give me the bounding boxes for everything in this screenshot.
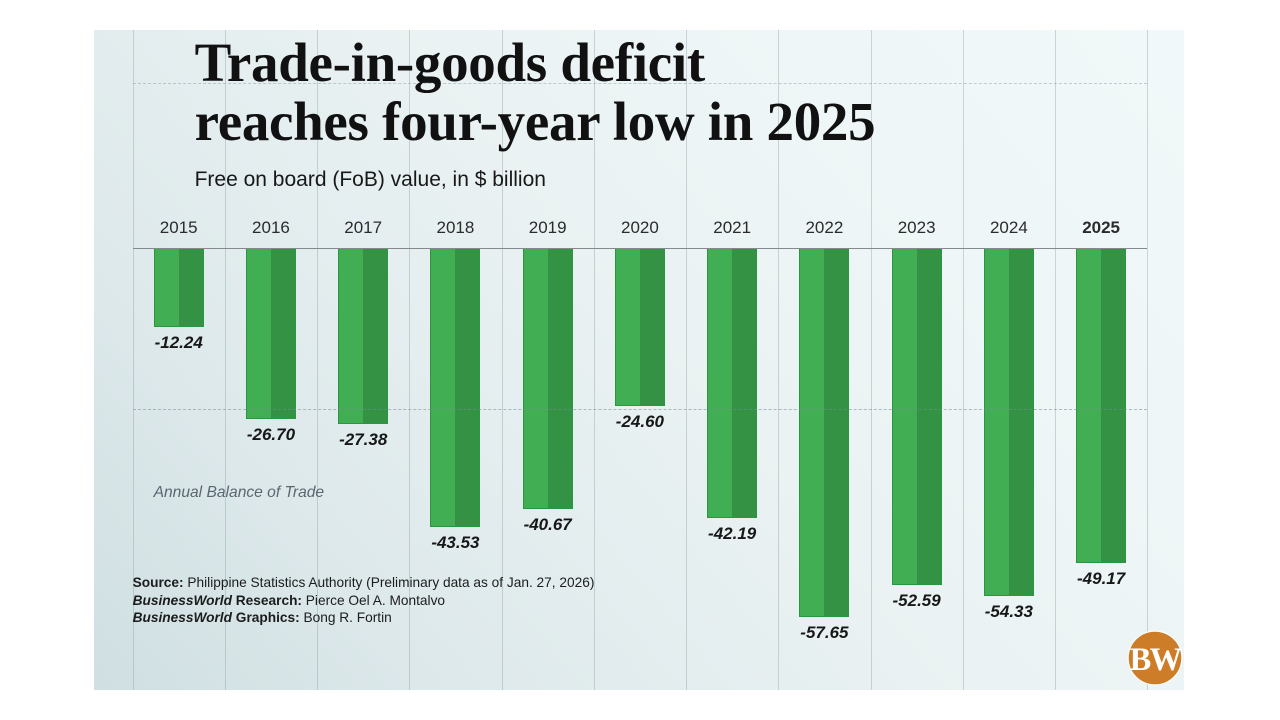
svg-text:BW: BW <box>1130 642 1182 678</box>
